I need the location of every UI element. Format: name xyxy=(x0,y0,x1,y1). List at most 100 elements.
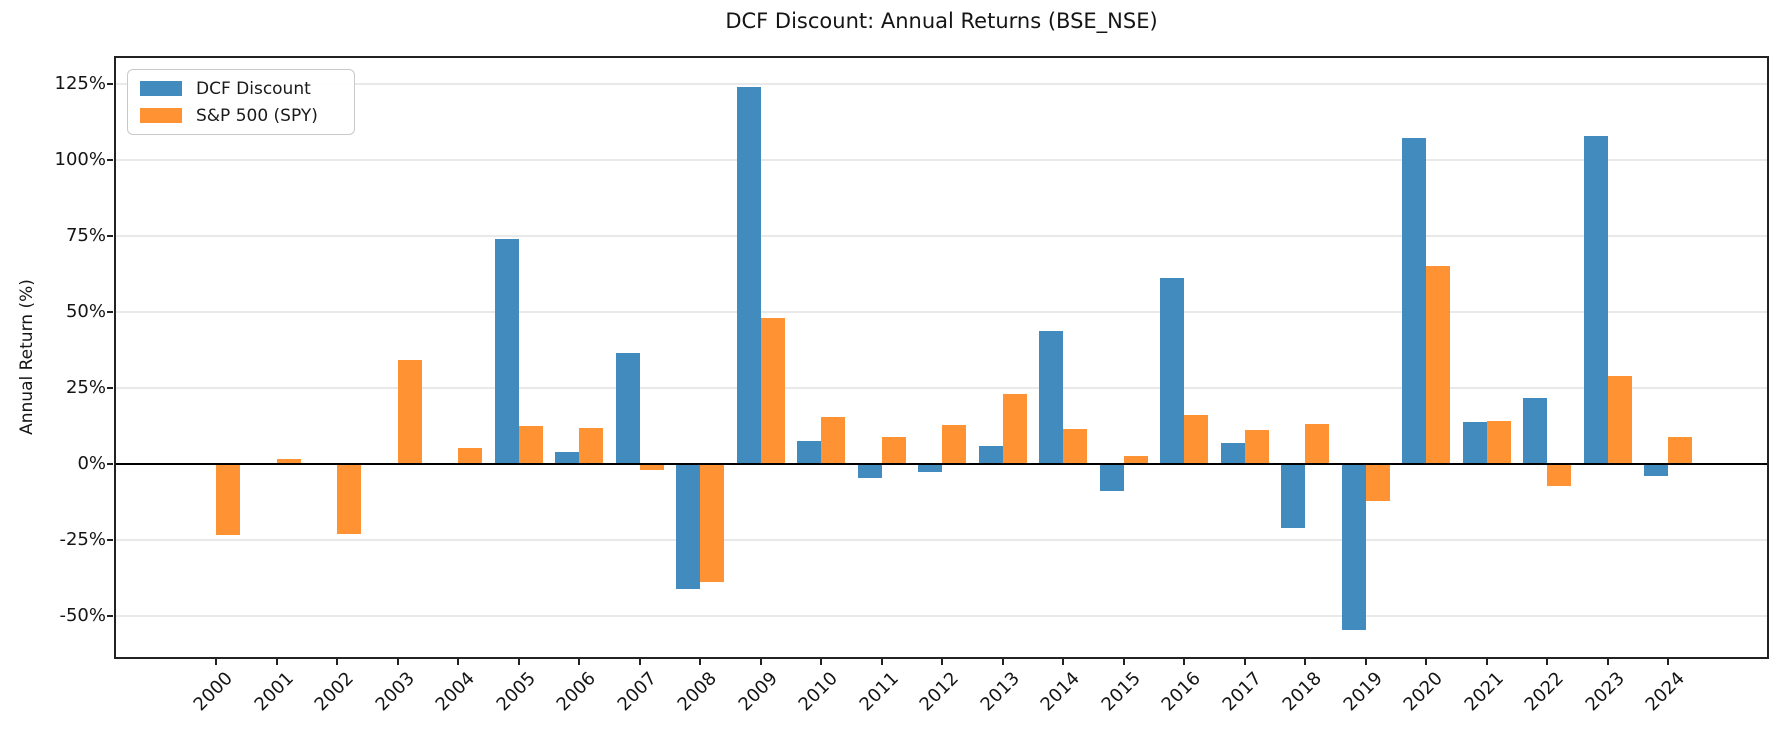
y-tick xyxy=(107,614,113,617)
y-tick-label: 125% xyxy=(54,72,106,94)
chart-title: DCF Discount: Annual Returns (BSE_NSE) xyxy=(725,9,1158,33)
x-tick xyxy=(1546,659,1548,665)
x-tick xyxy=(1183,659,1185,665)
y-tick xyxy=(107,310,113,313)
bar-s-p-500-spy--2000 xyxy=(216,463,240,536)
gridline xyxy=(116,82,1767,85)
bar-dcf-discount-2006 xyxy=(555,451,579,464)
bar-s-p-500-spy--2002 xyxy=(337,463,361,535)
y-tick xyxy=(107,462,113,465)
bar-dcf-discount-2009 xyxy=(736,86,761,464)
x-tick xyxy=(1001,659,1004,665)
bar-dcf-discount-2016 xyxy=(1160,277,1184,464)
x-tick xyxy=(215,659,217,665)
bar-dcf-discount-2020 xyxy=(1402,137,1426,464)
legend-swatch-sp500 xyxy=(140,108,182,123)
x-tick xyxy=(880,659,883,665)
bar-dcf-discount-2015 xyxy=(1099,463,1124,491)
x-tick xyxy=(1122,659,1125,665)
x-tick xyxy=(820,659,822,665)
bar-dcf-discount-2017 xyxy=(1220,442,1245,464)
bar-dcf-discount-2022 xyxy=(1523,398,1547,464)
gridline xyxy=(116,310,1767,313)
gridline xyxy=(116,158,1767,161)
y-tick-label: 75% xyxy=(65,224,106,246)
bar-s-p-500-spy--2009 xyxy=(760,318,785,464)
bar-dcf-discount-2021 xyxy=(1462,421,1487,464)
bar-s-p-500-spy--2023 xyxy=(1607,376,1632,464)
bar-dcf-discount-2014 xyxy=(1039,331,1063,464)
bar-dcf-discount-2023 xyxy=(1583,135,1608,464)
y-tick-label: 100% xyxy=(54,148,106,170)
legend-label-sp500: S&P 500 (SPY) xyxy=(196,105,318,126)
x-tick xyxy=(517,659,520,665)
x-tick xyxy=(1062,659,1064,665)
y-tick xyxy=(107,234,113,237)
x-tick xyxy=(578,659,580,665)
legend: DCF Discount S&P 500 (SPY) xyxy=(127,69,355,135)
bar-s-p-500-spy--2012 xyxy=(942,425,966,464)
bar-s-p-500-spy--2024 xyxy=(1668,436,1692,464)
bar-s-p-500-spy--2014 xyxy=(1063,428,1087,464)
x-tick xyxy=(336,659,338,665)
bar-s-p-500-spy--2015 xyxy=(1123,455,1148,464)
bar-dcf-discount-2008 xyxy=(676,463,700,590)
bar-dcf-discount-2012 xyxy=(918,463,942,473)
x-tick xyxy=(1304,659,1306,665)
bar-s-p-500-spy--2010 xyxy=(821,417,845,464)
x-tick xyxy=(1243,659,1246,665)
y-tick-label: -50% xyxy=(59,604,106,626)
bar-s-p-500-spy--2005 xyxy=(518,426,543,464)
legend-item-dcf-discount: DCF Discount xyxy=(140,79,342,99)
x-tick xyxy=(941,659,943,665)
y-tick xyxy=(107,386,113,389)
x-tick xyxy=(1667,659,1669,665)
bar-dcf-discount-2007 xyxy=(615,352,640,464)
legend-swatch-dcf-discount xyxy=(140,81,182,96)
bar-dcf-discount-2011 xyxy=(857,463,882,478)
x-tick xyxy=(759,659,762,665)
bar-s-p-500-spy--2011 xyxy=(881,436,906,464)
bar-dcf-discount-2024 xyxy=(1644,463,1668,476)
y-tick xyxy=(107,82,113,85)
x-tick xyxy=(1364,659,1367,665)
x-tick xyxy=(1606,659,1609,665)
bar-s-p-500-spy--2003 xyxy=(397,359,422,464)
gridline xyxy=(116,538,1767,541)
x-tick xyxy=(396,659,399,665)
bar-dcf-discount-2010 xyxy=(797,440,821,464)
gridline xyxy=(116,614,1767,617)
bar-s-p-500-spy--2006 xyxy=(579,428,603,464)
zero-line xyxy=(116,462,1767,465)
y-tick-label: 50% xyxy=(65,300,106,322)
bar-s-p-500-spy--2022 xyxy=(1547,463,1571,486)
y-tick xyxy=(107,158,113,161)
bar-s-p-500-spy--2019 xyxy=(1365,463,1390,501)
legend-label-dcf-discount: DCF Discount xyxy=(196,78,311,99)
bar-s-p-500-spy--2001 xyxy=(276,458,301,464)
bar-dcf-discount-2019 xyxy=(1341,463,1366,630)
x-tick xyxy=(275,659,278,665)
bar-s-p-500-spy--2008 xyxy=(700,463,724,582)
x-tick xyxy=(638,659,641,665)
x-tick-label-2024: 2024 xyxy=(1641,668,1689,716)
bar-s-p-500-spy--2018 xyxy=(1305,424,1329,464)
bar-s-p-500-spy--2004 xyxy=(458,447,482,464)
bar-s-p-500-spy--2020 xyxy=(1426,266,1450,464)
y-tick-label: 0% xyxy=(77,452,106,474)
x-tick xyxy=(1485,659,1488,665)
plot-area xyxy=(114,56,1769,659)
gridline xyxy=(116,234,1767,237)
bar-dcf-discount-2018 xyxy=(1281,463,1305,528)
x-tick xyxy=(1425,659,1427,665)
bar-s-p-500-spy--2017 xyxy=(1244,429,1269,464)
bar-s-p-500-spy--2007 xyxy=(639,463,664,471)
bar-s-p-500-spy--2013 xyxy=(1002,393,1027,464)
x-tick xyxy=(457,659,459,665)
x-tick xyxy=(699,659,701,665)
bar-s-p-500-spy--2021 xyxy=(1486,420,1511,464)
gridline xyxy=(116,386,1767,389)
legend-item-sp500: S&P 500 (SPY) xyxy=(140,106,342,126)
y-tick-label: 25% xyxy=(65,376,106,398)
